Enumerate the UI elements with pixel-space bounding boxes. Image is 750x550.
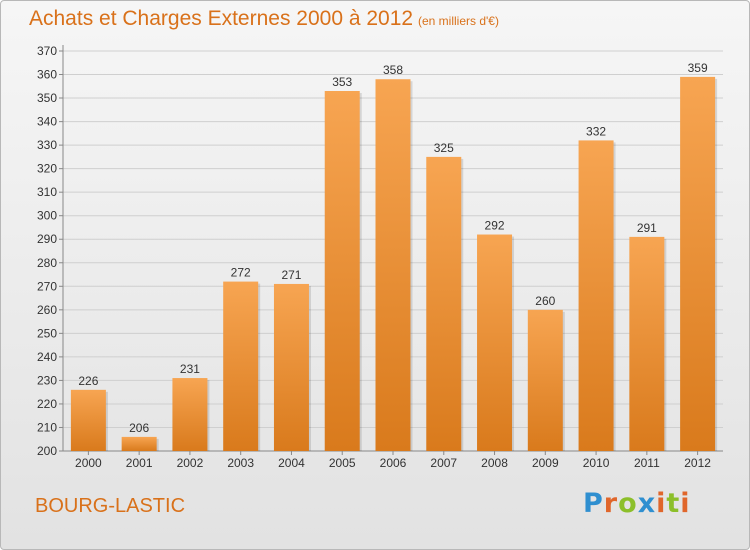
x-tick-label: 2000 <box>75 456 102 470</box>
data-label: 359 <box>688 61 708 75</box>
logo-letter: x <box>637 488 657 519</box>
bar-2006[interactable] <box>375 79 411 451</box>
data-label: 231 <box>180 362 200 376</box>
data-label: 272 <box>231 266 251 280</box>
data-label: 358 <box>383 63 403 77</box>
bars <box>70 76 718 452</box>
y-tick-label: 330 <box>37 138 57 152</box>
x-tick-label: 2006 <box>380 456 407 470</box>
y-tick-label: 320 <box>37 162 57 176</box>
bar-2002[interactable] <box>172 378 208 451</box>
y-tick-label: 350 <box>37 91 57 105</box>
chart-title: Achats et Charges Externes 2000 à 2012 <box>29 7 414 30</box>
labels: 226 206 231 272 271 353 358 325 292 260 332 291 359 <box>78 61 708 435</box>
data-label: 291 <box>637 221 657 235</box>
logo-letter: i <box>680 488 691 519</box>
logo-letter: i <box>656 488 667 519</box>
bar-2000[interactable] <box>70 389 106 451</box>
bar-2004[interactable] <box>273 283 309 451</box>
logo-letter: t <box>666 488 681 519</box>
y-tick-label: 280 <box>37 256 57 270</box>
y-tick-label: 370 <box>37 44 57 58</box>
bar-2005[interactable] <box>324 91 360 451</box>
logo-letter: P <box>583 488 604 519</box>
bar-2011[interactable] <box>629 236 665 451</box>
x-tick-label: 2009 <box>532 456 559 470</box>
y-tick-label: 250 <box>37 326 57 340</box>
x-tick-label: 2001 <box>126 456 153 470</box>
y-tick-label: 310 <box>37 185 57 199</box>
data-label: 260 <box>535 294 555 308</box>
y-tick-label: 230 <box>37 373 57 387</box>
y-tick-label: 210 <box>37 420 57 434</box>
y-tick-label: 220 <box>37 397 57 411</box>
y-tick-label: 240 <box>37 350 57 364</box>
commune-name: BOURG-LASTIC <box>35 495 186 517</box>
y-tick-label: 300 <box>37 209 57 223</box>
x-tick-label: 2008 <box>481 456 508 470</box>
y-tick-label: 200 <box>37 444 57 458</box>
y-tick-label: 340 <box>37 115 57 129</box>
data-label: 353 <box>332 75 352 89</box>
axes: 200 210 220 230 240 250 260 270 280 290 300 310 320 3… <box>37 44 723 470</box>
x-tick-label: 2007 <box>430 456 457 470</box>
bar-2012[interactable] <box>680 76 716 451</box>
data-label: 226 <box>78 374 98 388</box>
data-label: 325 <box>434 141 454 155</box>
y-tick-label: 360 <box>37 68 57 82</box>
logo-letter: o <box>618 488 638 519</box>
x-tick-label: 2012 <box>684 456 711 470</box>
y-tick-label: 290 <box>37 232 57 246</box>
x-tick-label: 2011 <box>634 456 660 470</box>
x-tick-label: 2003 <box>227 456 254 470</box>
x-tick-label: 2002 <box>177 456 204 470</box>
x-tick-label: 2004 <box>278 456 305 470</box>
data-label: 206 <box>129 421 149 435</box>
bar-2007[interactable] <box>426 156 462 451</box>
bar-2009[interactable] <box>527 309 563 451</box>
bar-2008[interactable] <box>477 234 513 451</box>
bar-2010[interactable] <box>578 140 614 452</box>
data-label: 292 <box>485 219 505 233</box>
x-tick-label: 2005 <box>329 456 356 470</box>
x-tick-label: 2010 <box>583 456 610 470</box>
chart-subtitle: (en milliers d'€) <box>418 14 499 28</box>
data-label: 271 <box>281 268 301 282</box>
y-tick-label: 260 <box>37 303 57 317</box>
logo-letter: r <box>603 488 619 519</box>
data-label: 332 <box>586 124 606 138</box>
bar-2001[interactable] <box>121 436 157 451</box>
proxiti-logo[interactable]: Proxiti <box>583 488 691 519</box>
y-tick-label: 270 <box>37 279 57 293</box>
bar-2003[interactable] <box>223 281 259 451</box>
